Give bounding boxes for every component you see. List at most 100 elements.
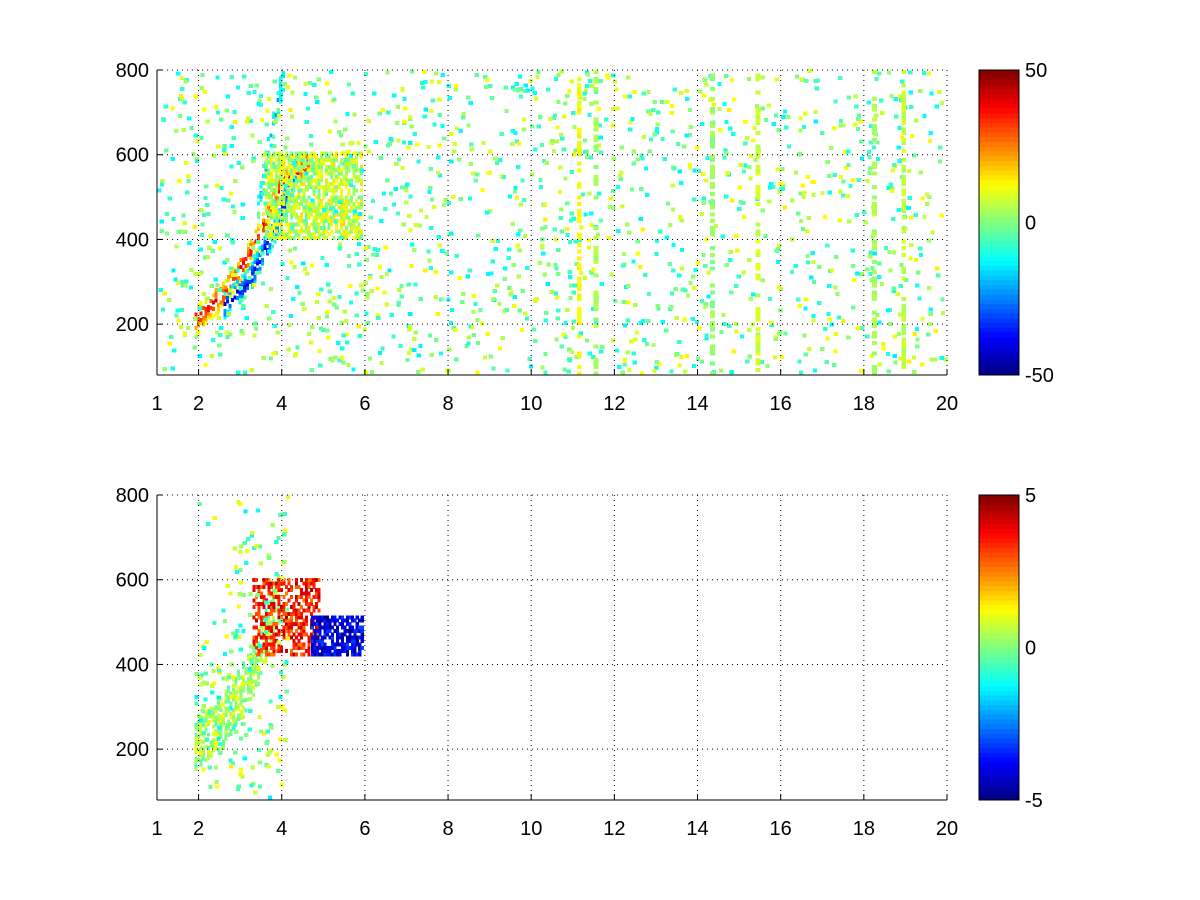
heatmap-cell bbox=[325, 212, 329, 217]
heatmap-cell bbox=[290, 158, 294, 163]
heatmap-cell bbox=[287, 188, 291, 193]
heatmap-cell bbox=[223, 315, 227, 320]
colorbar-segment bbox=[979, 327, 1019, 333]
heatmap-cell bbox=[387, 141, 392, 146]
heatmap-cell bbox=[579, 225, 584, 230]
heatmap-cell bbox=[246, 279, 250, 284]
heatmap-cell bbox=[277, 737, 283, 742]
heatmap-cell bbox=[576, 219, 582, 224]
heatmap-cell bbox=[278, 695, 283, 700]
heatmap-cell bbox=[160, 307, 166, 312]
heatmap-cell bbox=[350, 639, 354, 643]
heatmap-cell bbox=[920, 196, 925, 201]
heatmap-cell bbox=[285, 232, 289, 237]
heatmap-cell bbox=[359, 232, 363, 237]
heatmap-cell bbox=[648, 137, 654, 142]
heatmap-cell bbox=[670, 129, 675, 134]
heatmap-cell bbox=[295, 181, 299, 186]
heatmap-cell bbox=[357, 232, 361, 237]
heatmap-cell bbox=[576, 212, 582, 217]
heatmap-cell bbox=[872, 70, 877, 74]
heatmap-cell bbox=[415, 142, 420, 147]
heatmap-cell bbox=[613, 299, 618, 304]
heatmap-cell bbox=[310, 635, 314, 640]
heatmap-cell bbox=[302, 192, 306, 196]
heatmap-cell bbox=[652, 369, 657, 374]
heatmap-cell bbox=[254, 271, 259, 276]
heatmap-cell bbox=[250, 133, 255, 138]
colorbar-segment bbox=[979, 757, 1019, 763]
heatmap-cell bbox=[870, 265, 875, 270]
heatmap-cell bbox=[333, 628, 337, 633]
heatmap-cell bbox=[305, 222, 309, 227]
heatmap-cell bbox=[263, 201, 268, 206]
heatmap-cell bbox=[576, 208, 582, 213]
x-tick-label: 1 bbox=[151, 818, 162, 840]
heatmap-cell bbox=[413, 222, 418, 227]
heatmap-cell bbox=[224, 713, 228, 718]
heatmap-cell bbox=[679, 180, 684, 185]
heatmap-cell bbox=[199, 311, 203, 316]
heatmap-cell bbox=[578, 331, 583, 336]
heatmap-cell bbox=[285, 178, 289, 183]
heatmap-cell bbox=[353, 639, 357, 643]
heatmap-cell bbox=[243, 288, 247, 293]
heatmap-cell bbox=[310, 598, 314, 603]
heatmap-cell bbox=[914, 327, 920, 332]
heatmap-cell bbox=[350, 625, 354, 630]
heatmap-cell bbox=[407, 327, 412, 332]
heatmap-cell bbox=[310, 649, 314, 654]
heatmap-cell bbox=[305, 271, 310, 276]
heatmap-cell bbox=[354, 198, 358, 203]
heatmap-cell bbox=[640, 227, 645, 232]
heatmap-cell bbox=[522, 198, 527, 203]
heatmap-cell bbox=[909, 105, 914, 110]
heatmap-cell bbox=[367, 356, 373, 361]
heatmap-cell bbox=[310, 642, 314, 647]
heatmap-cell bbox=[225, 723, 230, 727]
heatmap-cell bbox=[343, 632, 347, 637]
heatmap-cell bbox=[755, 310, 761, 315]
heatmap-cell bbox=[754, 103, 760, 108]
heatmap-cell bbox=[376, 313, 381, 318]
heatmap-cell bbox=[901, 215, 907, 220]
heatmap-cell bbox=[305, 229, 309, 234]
heatmap-cell bbox=[159, 182, 165, 187]
heatmap-cell bbox=[272, 208, 276, 213]
heatmap-cell bbox=[493, 247, 498, 252]
colorbar-segment bbox=[979, 74, 1019, 81]
heatmap-cell bbox=[440, 249, 445, 254]
heatmap-cell bbox=[211, 300, 215, 305]
heatmap-cell bbox=[267, 795, 273, 800]
heatmap-cell bbox=[295, 205, 299, 210]
heatmap-cell bbox=[335, 632, 339, 637]
heatmap-cell bbox=[293, 352, 299, 357]
heatmap-cell bbox=[258, 266, 262, 271]
heatmap-cell bbox=[582, 138, 588, 143]
heatmap-cell bbox=[310, 615, 314, 620]
heatmap-cell bbox=[531, 327, 536, 332]
heatmap-cell bbox=[517, 74, 523, 79]
colorbar-segment bbox=[979, 580, 1019, 587]
heatmap-cell bbox=[287, 178, 291, 183]
heatmap-cell bbox=[261, 211, 265, 216]
heatmap-cell bbox=[755, 73, 761, 78]
heatmap-cell bbox=[256, 672, 260, 677]
heatmap-cell bbox=[271, 351, 276, 356]
heatmap-cell bbox=[318, 632, 322, 637]
heatmap-cell bbox=[363, 144, 368, 149]
heatmap-cell bbox=[282, 154, 286, 159]
heatmap-cell bbox=[354, 212, 358, 217]
heatmap-cell bbox=[315, 205, 319, 210]
heatmap-cell bbox=[460, 299, 465, 304]
heatmap-cell bbox=[285, 622, 289, 627]
heatmap-cell bbox=[893, 360, 898, 365]
heatmap-cell bbox=[346, 363, 351, 368]
heatmap-cell bbox=[927, 194, 932, 199]
heatmap-cell bbox=[266, 160, 270, 165]
heatmap-cell bbox=[285, 151, 289, 156]
heatmap-cell bbox=[846, 162, 851, 167]
heatmap-cell bbox=[890, 186, 895, 191]
heatmap-cell bbox=[940, 297, 945, 302]
heatmap-cell bbox=[325, 236, 329, 241]
